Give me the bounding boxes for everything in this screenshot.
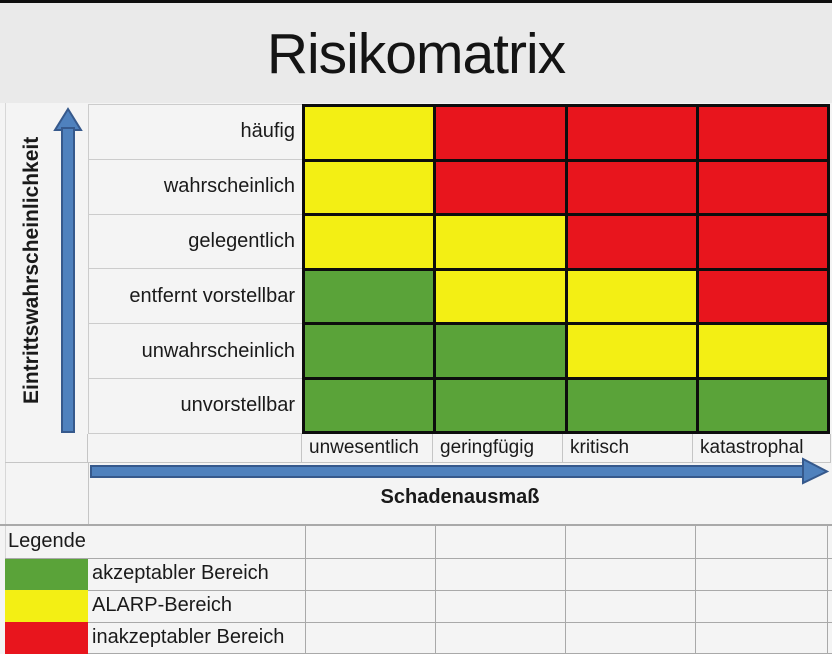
right-arrow-icon (90, 457, 830, 485)
top-border-line (0, 0, 832, 3)
column-label-cell[interactable]: unwesentlich (302, 434, 433, 463)
matrix-cell[interactable] (305, 325, 434, 377)
matrix-cell[interactable] (567, 216, 696, 268)
row-label-column: häufig wahrscheinlich gelegentlich entfe… (88, 104, 303, 434)
divider (5, 558, 832, 559)
divider (435, 526, 436, 654)
matrix-cell[interactable] (305, 107, 434, 159)
row-label-cell[interactable]: häufig (89, 105, 303, 160)
legend-swatch-yellow (5, 590, 88, 622)
matrix-cell[interactable] (698, 270, 827, 322)
matrix-cell[interactable] (436, 161, 565, 213)
row-label-cell[interactable]: wahrscheinlich (89, 160, 303, 215)
row-label-cell[interactable]: unvorstellbar (89, 379, 303, 434)
divider (827, 526, 828, 654)
sheet-left-edge-line (5, 3, 6, 654)
column-label-row: unwesentlich geringfügig kritisch katast… (5, 434, 831, 463)
up-arrow-icon (53, 107, 83, 433)
row-label-cell[interactable]: entfernt vorstellbar (89, 269, 303, 325)
matrix-cell[interactable] (567, 325, 696, 377)
matrix-cell[interactable] (567, 161, 696, 213)
y-axis-label: Eintrittswahrscheinlichkeit (20, 136, 43, 404)
divider (88, 622, 832, 623)
title-band: Risikomatrix (0, 3, 832, 103)
column-label-cell[interactable]: kritisch (563, 434, 693, 463)
matrix-cell[interactable] (567, 270, 696, 322)
matrix-cell[interactable] (305, 379, 434, 431)
row-label-cell[interactable]: unwahrscheinlich (89, 324, 303, 379)
legend-header-row[interactable]: Legende (0, 526, 832, 558)
matrix-cell[interactable] (698, 325, 827, 377)
matrix-cell[interactable] (567, 107, 696, 159)
matrix-cell[interactable] (305, 270, 434, 322)
divider (88, 590, 832, 591)
empty-cell[interactable] (88, 434, 302, 463)
divider (695, 526, 696, 654)
legend-item-label: inakzeptabler Bereich (92, 626, 285, 648)
matrix-cell[interactable] (698, 107, 827, 159)
x-axis-label: Schadenausmaß (380, 486, 540, 508)
risk-matrix-grid (302, 104, 830, 434)
matrix-cell[interactable] (436, 107, 565, 159)
legend-swatch-green (5, 558, 88, 590)
page-title: Risikomatrix (266, 22, 566, 86)
legend-item-label: ALARP-Bereich (92, 594, 233, 616)
legend-title: Legende (8, 530, 86, 552)
legend-item[interactable]: akzeptabler Bereich (0, 558, 832, 590)
matrix-cell[interactable] (436, 270, 565, 322)
empty-cell[interactable] (5, 434, 88, 463)
legend-swatch-red (5, 622, 88, 654)
matrix-cell[interactable] (567, 379, 696, 431)
divider (305, 526, 306, 654)
matrix-cell[interactable] (436, 379, 565, 431)
divider (88, 463, 89, 524)
row-label-cell[interactable]: gelegentlich (89, 215, 303, 270)
column-label-cell[interactable]: katastrophal (693, 434, 831, 463)
matrix-cell[interactable] (436, 325, 565, 377)
matrix-cell[interactable] (305, 161, 434, 213)
matrix-cell[interactable] (698, 216, 827, 268)
matrix-cell[interactable] (698, 161, 827, 213)
legend-table: Legende akzeptabler Bereich ALARP-Bereic… (0, 524, 832, 654)
column-label-cell[interactable]: geringfügig (433, 434, 563, 463)
divider (565, 526, 566, 654)
legend-item[interactable]: ALARP-Bereich (0, 590, 832, 622)
matrix-cell[interactable] (436, 216, 565, 268)
legend-item[interactable]: inakzeptabler Bereich (0, 622, 832, 654)
legend-item-label: akzeptabler Bereich (92, 562, 269, 584)
matrix-cell[interactable] (698, 379, 827, 431)
matrix-cell[interactable] (305, 216, 434, 268)
